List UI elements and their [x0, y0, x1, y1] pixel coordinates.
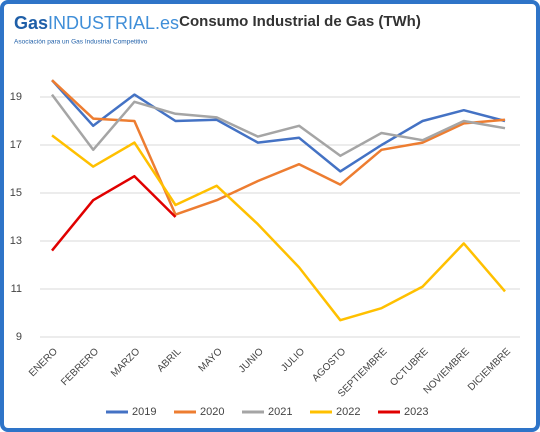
- series-line: [51, 79, 506, 173]
- logo-tagline: Asociación para un Gas Industrial Compet…: [14, 39, 148, 46]
- series-line: [51, 79, 506, 216]
- legend-label: 2019: [132, 406, 156, 418]
- series-line: [51, 134, 506, 322]
- legend-label: 2022: [336, 406, 360, 418]
- y-tick-label: 9: [16, 331, 22, 343]
- series-line: [51, 174, 177, 252]
- series-line: [50, 93, 506, 158]
- chart-title: Consumo Industrial de Gas (TWh): [179, 13, 421, 30]
- y-tick-label: 15: [10, 187, 22, 199]
- logo-brand: GasINDUSTRIAL.es: [14, 13, 179, 33]
- legend-label: 2023: [404, 406, 428, 418]
- legend-label: 2020: [200, 406, 224, 418]
- y-tick-label: 11: [11, 283, 22, 295]
- legend-label: 2021: [268, 406, 292, 418]
- y-tick-label: 19: [10, 91, 22, 103]
- y-tick-label: 17: [10, 139, 22, 151]
- y-tick-label: 13: [10, 235, 22, 247]
